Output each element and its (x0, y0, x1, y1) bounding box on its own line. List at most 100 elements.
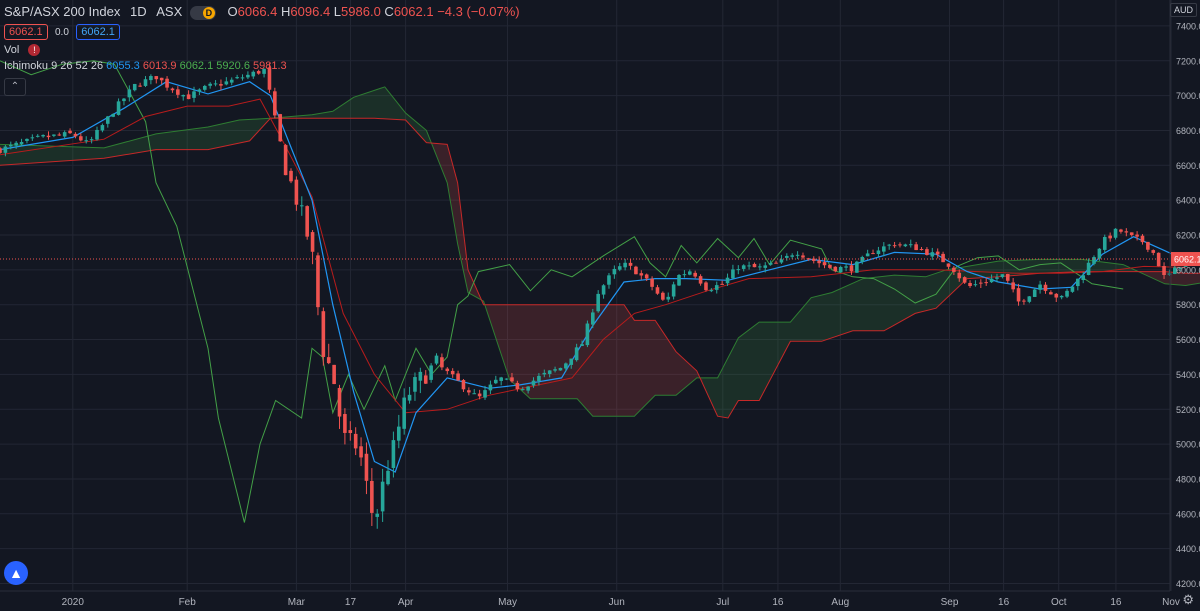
candle-body (159, 77, 164, 81)
y-tick-label: 4800.0 (1176, 474, 1200, 484)
candle-body (3, 146, 8, 153)
candle-body (720, 283, 724, 285)
candle-body (865, 253, 870, 257)
x-tick-label: Jun (609, 597, 625, 608)
candle-body (375, 513, 380, 517)
candle-body (639, 273, 644, 276)
candle-body (181, 95, 186, 97)
candle-body (984, 282, 989, 284)
candle-body (52, 134, 56, 136)
gear-icon[interactable]: ⚙ (1182, 592, 1194, 607)
candle-body (154, 76, 159, 80)
candle-body (677, 274, 681, 286)
x-tick-label: 2020 (62, 597, 85, 608)
candle-body (591, 312, 595, 325)
buy-button[interactable]: 6062.1 (76, 24, 120, 40)
last-price-tag (1171, 252, 1200, 267)
candle-body (1038, 284, 1042, 290)
candle-body (240, 77, 245, 79)
candle-body (1059, 295, 1064, 298)
symbol-name[interactable]: S&P/ASX 200 Index (4, 4, 121, 19)
tradingview-logo-icon[interactable]: ▲ (4, 561, 28, 585)
candle-body (370, 480, 374, 513)
candle-body (801, 255, 805, 258)
candle-body (634, 266, 638, 275)
candle-body (25, 138, 29, 141)
candle-body (467, 390, 471, 393)
y-tick-label: 5200.0 (1176, 405, 1200, 415)
candle-body (1129, 232, 1134, 236)
x-tick-label: Sep (941, 597, 959, 608)
x-tick-label: Mar (288, 597, 306, 608)
collapse-chevron-icon[interactable]: ⌃ (4, 78, 26, 96)
candle-body (364, 453, 369, 481)
candle-body (402, 397, 406, 429)
candle-body (396, 426, 401, 441)
candle-body (558, 367, 563, 371)
x-tick-label: 16 (998, 597, 1010, 608)
candle-body (747, 265, 751, 267)
change-value: −4.3 (−0.07%) (437, 4, 520, 19)
candle-body (860, 256, 865, 262)
sell-button[interactable]: 6062.1 (4, 24, 48, 40)
candle-body (1113, 228, 1118, 238)
candle-body (1043, 284, 1048, 291)
x-tick-label: Aug (831, 597, 849, 608)
warning-icon[interactable]: ! (28, 44, 41, 56)
y-tick-label: 5800.0 (1176, 300, 1200, 310)
candle-body (105, 116, 110, 124)
candle-body (838, 267, 843, 273)
candle-body (925, 249, 929, 255)
candle-body (962, 277, 967, 283)
base-line (0, 98, 1186, 414)
candle-body (343, 414, 347, 433)
candle-body (176, 89, 180, 95)
candle-body (1135, 234, 1139, 237)
candle-body (612, 268, 617, 275)
candle-body (89, 139, 94, 141)
base-value: 6013.9 (142, 60, 177, 72)
candle-body (310, 232, 315, 252)
candle-body (607, 275, 611, 285)
candle-body (952, 267, 956, 272)
y-tick-label: 4200.0 (1176, 579, 1200, 589)
candle-body (251, 71, 256, 77)
y-tick-label: 6800.0 (1176, 126, 1200, 136)
delay-indicator[interactable]: D (189, 5, 216, 20)
candle-body (246, 74, 250, 78)
candle-body (208, 83, 212, 86)
candle-body (14, 142, 18, 146)
candle-body (736, 269, 741, 271)
candle-body (968, 282, 972, 287)
grid (0, 0, 1172, 591)
candle-body (1178, 267, 1183, 269)
candle-body (294, 179, 299, 205)
candle-body (844, 266, 848, 268)
candle-body (537, 375, 541, 381)
candle-body (57, 134, 62, 136)
volume-legend[interactable]: Vol ! (4, 44, 41, 56)
interval-label[interactable]: 1D (129, 4, 147, 19)
ichimoku-legend[interactable]: Ichimoku 9 26 52 26 6055.3 6013.9 6062.1… (4, 60, 287, 72)
candle-body (79, 136, 83, 141)
candle-body (704, 282, 708, 291)
candle-body (229, 79, 234, 83)
candle-body (833, 266, 838, 272)
volume-label: Vol (4, 44, 20, 56)
candle-body (644, 274, 649, 279)
candle-body (957, 272, 962, 279)
candle-body (531, 380, 536, 386)
candle-body (386, 470, 390, 485)
candle-body (822, 262, 827, 266)
candle-body (989, 278, 994, 283)
candle-body (520, 389, 525, 391)
candle-body (483, 390, 487, 398)
candle-body (111, 113, 115, 117)
candle-body (0, 148, 2, 153)
candle-body (326, 357, 331, 364)
candle-body (1016, 288, 1021, 302)
candle-body (305, 206, 309, 237)
candle-body (1070, 286, 1075, 292)
